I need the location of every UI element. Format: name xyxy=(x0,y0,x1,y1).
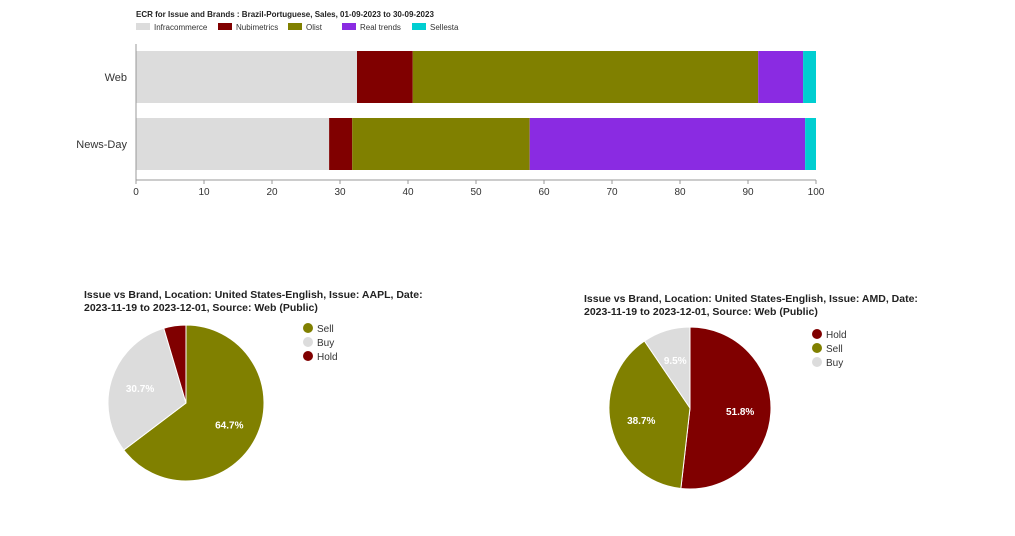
bar-segment-infracommerce xyxy=(136,118,330,170)
x-tick-label: 40 xyxy=(402,187,414,198)
legend-label: Buy xyxy=(317,338,334,349)
legend-marker-sell xyxy=(303,323,313,333)
pie-slice-label: 51.8% xyxy=(726,407,754,418)
legend-swatch-0 xyxy=(136,23,150,30)
pie-slice-label: 9.5% xyxy=(664,356,687,367)
legend-label: Sell xyxy=(317,324,334,335)
x-tick-label: 90 xyxy=(742,187,754,198)
legend-label: Infracommerce xyxy=(154,23,208,32)
legend-marker-buy xyxy=(303,337,313,347)
legend-marker-hold xyxy=(303,351,313,361)
pie-slice-label: 30.7% xyxy=(126,384,154,395)
pie-title-line: 2023-11-19 to 2023-12-01, Source: Web (P… xyxy=(584,306,818,318)
pie-slice-sell xyxy=(123,324,265,482)
pie-slice-buy xyxy=(643,326,691,410)
legend-label: Hold xyxy=(826,330,847,341)
legend-marker-hold xyxy=(812,329,822,339)
pie-title-line: 2023-11-19 to 2023-12-01, Source: Web (P… xyxy=(84,302,318,314)
x-tick-label: 20 xyxy=(266,187,278,198)
legend-label: Nubimetrics xyxy=(236,23,278,32)
legend-swatch-1 xyxy=(218,23,232,30)
pie-slice-hold xyxy=(163,324,187,404)
pie-slice-sell xyxy=(608,340,691,490)
bar-segment-sellesta xyxy=(803,51,816,103)
legend-swatch-3 xyxy=(342,23,356,30)
x-tick-label: 100 xyxy=(808,187,825,198)
legend-label: Hold xyxy=(317,352,338,363)
x-tick-label: 50 xyxy=(470,187,482,198)
legend-swatch-4 xyxy=(412,23,426,30)
bar-segment-olist xyxy=(352,118,530,170)
x-tick-label: 30 xyxy=(334,187,346,198)
bar-segment-infracommerce xyxy=(136,51,357,103)
bar-segment-real-trends xyxy=(529,118,806,170)
legend-label: Sellesta xyxy=(430,23,459,32)
x-tick-label: 10 xyxy=(198,187,210,198)
bar-segment-olist xyxy=(412,51,759,103)
pie-slice-label: 38.7% xyxy=(627,416,655,427)
legend-label: Real trends xyxy=(360,23,401,32)
legend-marker-sell xyxy=(812,343,822,353)
bar-segment-nubimetrics xyxy=(329,118,353,170)
legend-label: Sell xyxy=(826,344,843,355)
category-label: News-Day xyxy=(76,139,127,151)
pie-title-line: Issue vs Brand, Location: United States-… xyxy=(84,289,423,301)
legend-label: Buy xyxy=(826,358,843,369)
x-tick-label: 80 xyxy=(674,187,686,198)
bar-segment-sellesta xyxy=(805,118,816,170)
x-tick-label: 0 xyxy=(133,187,139,198)
pie-slice-label: 64.7% xyxy=(215,421,243,432)
pie-slice-buy xyxy=(107,327,187,451)
legend-label: Olist xyxy=(306,23,323,32)
legend-marker-buy xyxy=(812,357,822,367)
pie-title-line: Issue vs Brand, Location: United States-… xyxy=(584,293,918,305)
bar-segment-real-trends xyxy=(758,51,804,103)
pie-slice-hold xyxy=(680,326,772,490)
x-tick-label: 60 xyxy=(538,187,550,198)
legend-swatch-2 xyxy=(288,23,302,30)
x-tick-label: 70 xyxy=(606,187,618,198)
category-label: Web xyxy=(105,72,127,84)
bar-segment-nubimetrics xyxy=(357,51,413,103)
bar-chart-title: ECR for Issue and Brands : Brazil-Portug… xyxy=(136,10,434,19)
